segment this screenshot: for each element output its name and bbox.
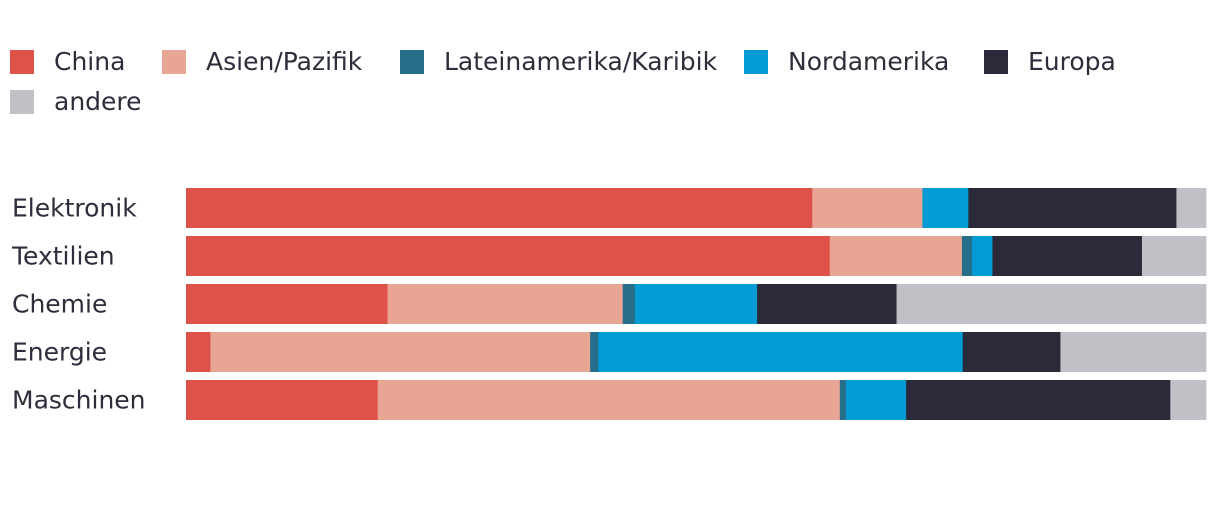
bar-maschinen-nordamerika bbox=[845, 380, 907, 420]
legend-label-china: China bbox=[54, 47, 126, 76]
bar-maschinen-andere bbox=[1170, 380, 1207, 420]
bar-textilien-china bbox=[186, 236, 831, 276]
bar-textilien-nordamerika bbox=[972, 236, 993, 276]
legend-item-andere: andere bbox=[10, 84, 142, 120]
legend-item-lateinamerika-karibik: Lateinamerika/Karibik bbox=[400, 44, 717, 80]
legend: China Asien/Pazifik Lateinamerika/Karibi… bbox=[10, 44, 1210, 124]
bar-energie-nordamerika bbox=[598, 332, 964, 372]
category-labels: Elektronik Textilien Chemie Energie Maschine… bbox=[11, 194, 146, 415]
bar-chemie-andere bbox=[896, 284, 1207, 324]
category-label-elektronik: Elektronik bbox=[12, 194, 137, 223]
bar-chemie-nordamerika bbox=[634, 284, 758, 324]
legend-label-lateinamerika-karibik: Lateinamerika/Karibik bbox=[444, 47, 718, 76]
bars bbox=[186, 188, 1207, 420]
bar-energie-lateinamerika-karibik bbox=[590, 332, 599, 372]
legend-label-nordamerika: Nordamerika bbox=[788, 47, 950, 76]
bar-maschinen-europa bbox=[906, 380, 1171, 420]
bar-elektronik-china bbox=[186, 188, 813, 228]
bar-chemie-china bbox=[186, 284, 388, 324]
category-label-energie: Energie bbox=[12, 338, 107, 367]
legend-item-china: China bbox=[10, 44, 125, 80]
legend-swatch-nordamerika bbox=[744, 50, 768, 74]
legend-item-asien-pazifik: Asien/Pazifik bbox=[162, 44, 362, 80]
legend-swatch-asien-pazifik bbox=[162, 50, 186, 74]
bar-textilien-andere bbox=[1141, 236, 1207, 276]
legend-swatch-andere bbox=[10, 90, 34, 114]
bar-elektronik-andere bbox=[1176, 188, 1207, 228]
bar-elektronik-europa bbox=[968, 188, 1177, 228]
category-label-chemie: Chemie bbox=[12, 290, 107, 319]
legend-item-nordamerika: Nordamerika bbox=[744, 44, 949, 80]
bar-elektronik-nordamerika bbox=[922, 188, 969, 228]
legend-label-asien-pazifik: Asien/Pazifik bbox=[206, 47, 363, 76]
bar-textilien-europa bbox=[992, 236, 1143, 276]
legend-swatch-europa bbox=[984, 50, 1008, 74]
bar-textilien-lateinamerika-karibik bbox=[961, 236, 973, 276]
bar-chemie-asien-pazifik bbox=[387, 284, 624, 324]
legend-label-andere: andere bbox=[54, 87, 142, 116]
bar-chemie-lateinamerika-karibik bbox=[622, 284, 636, 324]
bar-chemie-europa bbox=[757, 284, 897, 324]
category-label-textilien: Textilien bbox=[11, 242, 115, 271]
bar-energie-andere bbox=[1060, 332, 1207, 372]
legend-swatch-china bbox=[10, 50, 34, 74]
bar-maschinen-asien-pazifik bbox=[377, 380, 841, 420]
bar-maschinen-china bbox=[186, 380, 379, 420]
bar-elektronik-asien-pazifik bbox=[812, 188, 923, 228]
bar-energie-asien-pazifik bbox=[210, 332, 591, 372]
legend-label-europa: Europa bbox=[1028, 47, 1116, 76]
legend-item-europa: Europa bbox=[984, 44, 1116, 80]
bar-energie-europa bbox=[962, 332, 1061, 372]
legend-swatch-lateinamerika-karibik bbox=[400, 50, 424, 74]
bar-textilien-asien-pazifik bbox=[829, 236, 963, 276]
bar-energie-china bbox=[186, 332, 211, 372]
category-label-maschinen: Maschinen bbox=[12, 386, 146, 415]
bar-maschinen-lateinamerika-karibik bbox=[839, 380, 847, 420]
